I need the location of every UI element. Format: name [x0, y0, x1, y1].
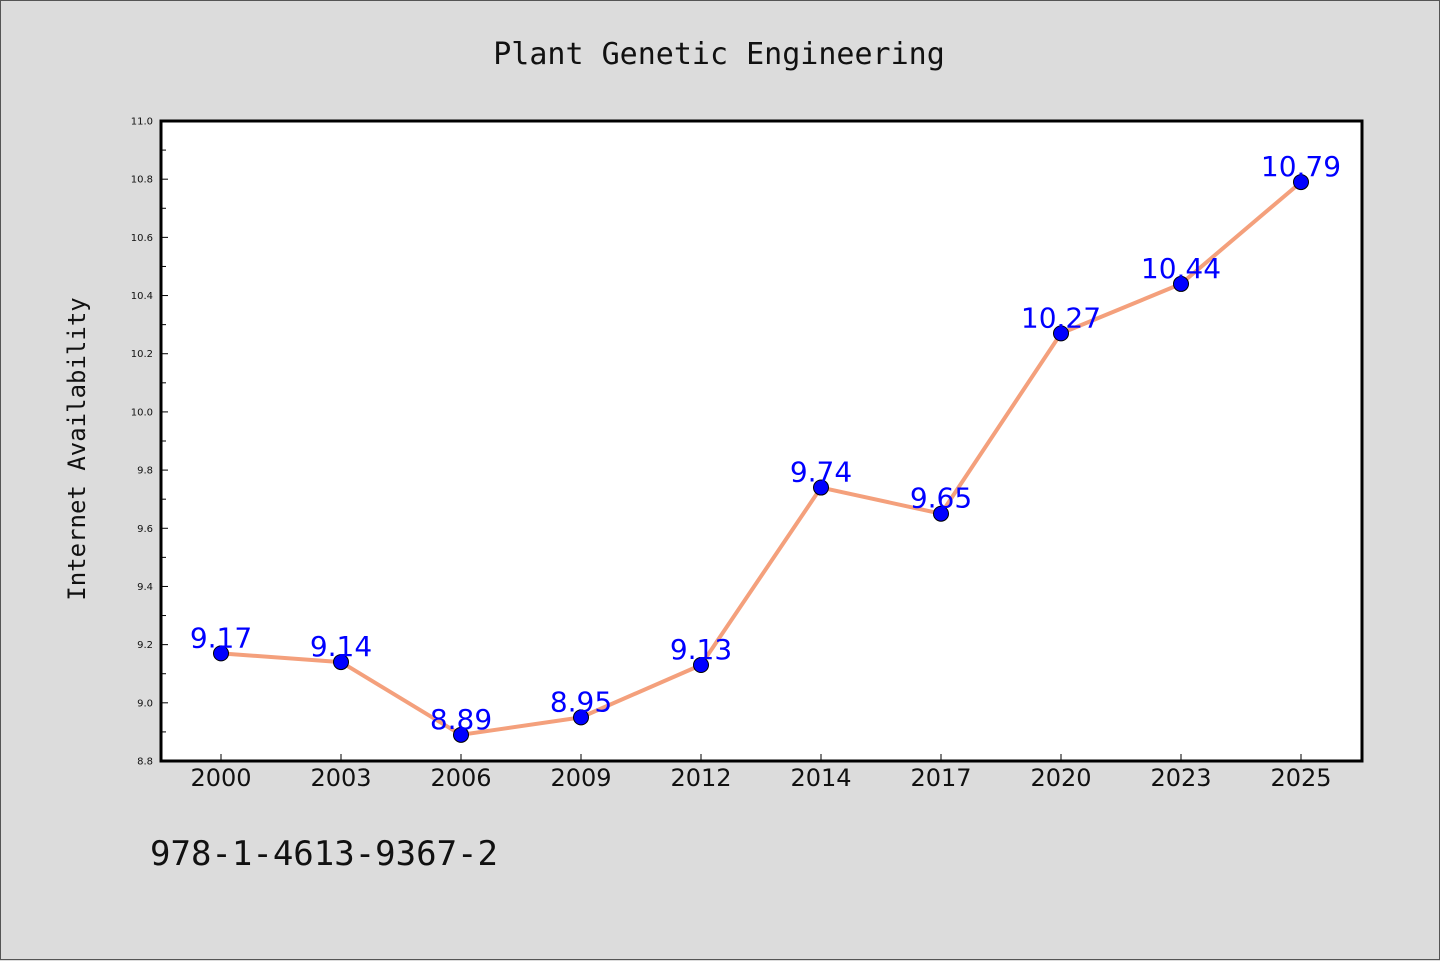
y-tick-label: 8.8: [137, 757, 153, 768]
y-tick-label: 9.4: [137, 582, 153, 593]
data-point: [333, 654, 349, 671]
data-point: [813, 479, 829, 496]
x-tick-label: 2023: [1150, 764, 1211, 792]
data-label: 9.65: [910, 482, 972, 515]
y-tick-label: 9.2: [137, 640, 153, 651]
footer-isbn: 978-1-4613-9367-2: [150, 834, 498, 874]
y-tick-label: 10.4: [131, 291, 153, 302]
plot-area: [159, 119, 1364, 763]
data-label: 9.13: [670, 633, 732, 666]
x-tick-label: 2020: [1030, 764, 1091, 792]
x-tick-label: 2025: [1270, 764, 1331, 792]
x-tick-label: 2014: [790, 764, 851, 792]
data-point: [453, 726, 469, 743]
x-tick-label: 2009: [550, 764, 611, 792]
chart-title: Plant Genetic Engineering: [493, 37, 945, 72]
y-tick-label: 9.6: [137, 524, 153, 535]
x-axis-ticks: 2000 2003 2006 2009 2012 2014 2017 2020 2023 2025: [190, 754, 1332, 792]
data-point: [1293, 174, 1309, 191]
y-tick-label: 10.0: [131, 407, 153, 418]
data-label: 8.95: [550, 685, 612, 718]
data-point: [1173, 275, 1189, 292]
data-label: 9.17: [190, 621, 252, 654]
y-tick-label: 10.2: [131, 349, 153, 360]
x-tick-label: 2006: [430, 764, 491, 792]
data-label: 10.44: [1141, 252, 1221, 285]
y-tick-label: 9.0: [137, 698, 153, 709]
series-markers: [213, 174, 1309, 743]
x-tick-label: 2000: [190, 764, 251, 792]
x-tick-label: 2017: [910, 764, 971, 792]
y-axis-ticks: 8.8 9.0 9.2 9.4 9.6 9.8 10.0 10.2 10.4 10.6 10.8 11…: [131, 117, 168, 768]
data-label: 9.74: [790, 456, 852, 489]
data-labels: 9.17 9.14 8.89 8.95 9.13 9.74 9.65 10.27 10.44 10…: [190, 150, 1341, 736]
y-tick-label: 11.0: [131, 117, 153, 128]
data-point: [213, 645, 229, 662]
x-tick-label: 2003: [310, 764, 371, 792]
data-point: [933, 505, 949, 522]
data-point: [573, 709, 589, 726]
data-point: [1053, 325, 1069, 342]
series-line: [220, 180, 1303, 737]
data-label: 10.27: [1021, 301, 1101, 334]
y-tick-label: 10.6: [131, 233, 153, 244]
data-point: [693, 657, 709, 673]
data-label: 10.79: [1261, 150, 1341, 183]
data-label: 8.89: [430, 703, 492, 736]
y-tick-label: 9.8: [137, 466, 153, 477]
data-label: 9.14: [310, 630, 372, 663]
x-tick-label: 2012: [670, 764, 731, 792]
y-tick-label: 10.8: [131, 175, 153, 186]
y-axis-label: Internet Availability: [63, 297, 91, 600]
